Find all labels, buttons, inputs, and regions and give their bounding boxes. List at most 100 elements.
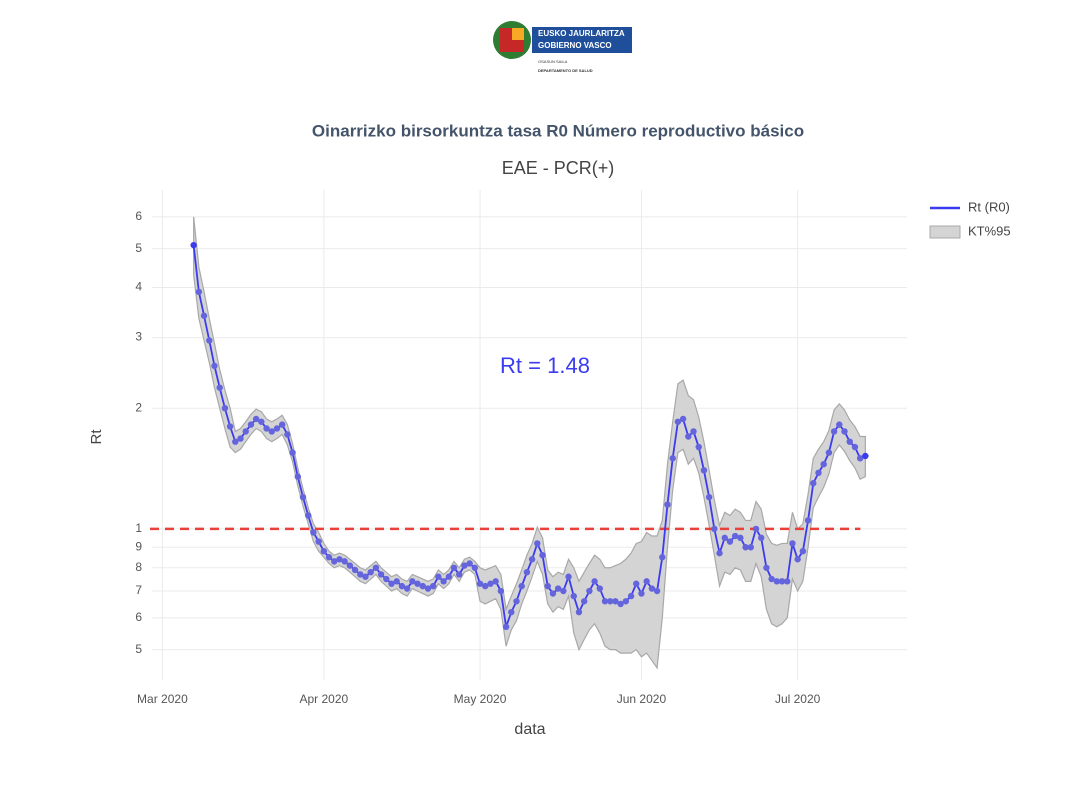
data-point <box>773 578 781 585</box>
logo: EUSKO JAURLARITZA GOBIERNO VASCO OSASUN … <box>493 21 632 73</box>
data-point <box>685 433 692 440</box>
y-tick-label: 4 <box>135 280 142 294</box>
data-point <box>482 582 489 590</box>
data-point <box>284 431 291 438</box>
data-point <box>383 575 390 583</box>
data-point <box>252 415 260 423</box>
data-point <box>758 534 765 542</box>
y-tick-label: 2 <box>135 400 142 414</box>
data-point <box>419 582 426 590</box>
data-point <box>820 460 827 468</box>
legend: Rt (R0) KT%95 <box>929 199 1011 239</box>
data-point <box>190 241 197 249</box>
logo-text: OSASUN SAILA <box>538 59 568 64</box>
data-point <box>596 585 603 592</box>
data-point <box>471 564 479 571</box>
logo-text: GOBIERNO VASCO <box>538 41 612 50</box>
data-point <box>325 554 333 561</box>
data-point <box>752 525 760 533</box>
chart-title: Oinarrizko birsorkuntza tasa R0 Número r… <box>312 121 804 140</box>
data-point <box>341 558 348 565</box>
data-point <box>502 623 510 631</box>
data-point <box>289 449 296 456</box>
y-tick-label: 1 <box>135 521 142 535</box>
data-point <box>310 529 317 536</box>
data-point <box>679 415 687 423</box>
data-point <box>294 473 301 480</box>
data-point <box>226 423 234 430</box>
data-point <box>466 560 473 567</box>
annotation: Rt = 1.48 <box>500 353 590 378</box>
data-point <box>336 556 343 563</box>
data-point <box>351 566 359 574</box>
data-point <box>539 551 546 559</box>
data-point <box>278 421 286 428</box>
data-point <box>393 578 400 585</box>
x-tick-label: Mar 2020 <box>137 692 188 706</box>
data-point <box>263 425 270 432</box>
data-point <box>273 425 281 432</box>
data-point <box>804 517 812 524</box>
data-point <box>409 578 416 585</box>
data-point <box>836 421 843 428</box>
data-point <box>664 501 671 508</box>
data-point <box>607 598 614 605</box>
data-point <box>508 608 515 616</box>
confidence-band <box>193 216 866 670</box>
data-point <box>580 598 588 605</box>
data-point <box>195 288 203 296</box>
data-point <box>700 467 708 474</box>
data-point <box>549 590 557 597</box>
data-point <box>794 556 801 563</box>
data-point <box>731 532 739 540</box>
data-point <box>643 578 650 585</box>
data-point <box>445 573 452 580</box>
legend-label: Rt (R0) <box>968 199 1010 214</box>
logo-banner <box>532 27 632 53</box>
data-point <box>305 512 312 519</box>
data-point <box>450 564 458 571</box>
data-point <box>258 418 265 425</box>
x-axis-title: data <box>514 721 545 738</box>
data-point <box>247 421 255 428</box>
data-point <box>846 438 853 445</box>
logo-text: DEPARTAMENTO DE SALUD <box>538 68 593 73</box>
data-point <box>784 578 791 585</box>
data-point <box>716 549 723 557</box>
data-point <box>638 590 645 597</box>
x-tick-label: May 2020 <box>454 692 507 706</box>
data-point <box>669 455 676 462</box>
data-point <box>476 580 484 587</box>
data-point <box>612 598 619 605</box>
data-point <box>778 578 786 585</box>
y-tick-label: 6 <box>135 610 142 624</box>
data-point <box>206 337 213 344</box>
data-point <box>492 578 499 585</box>
data-point <box>815 469 822 477</box>
data-point <box>799 547 807 555</box>
data-point <box>523 568 531 576</box>
data-point <box>768 575 775 583</box>
data-point <box>200 312 208 319</box>
y-tick-label: 8 <box>135 560 142 574</box>
data-point <box>487 580 494 587</box>
data-point <box>763 564 770 571</box>
data-point <box>414 580 421 587</box>
data-point <box>591 578 598 585</box>
data-point <box>544 582 551 590</box>
data-point <box>627 592 635 600</box>
data-point <box>367 568 374 576</box>
data-point <box>659 554 666 561</box>
data-point <box>841 428 848 435</box>
data-point <box>461 562 468 569</box>
data-point <box>362 573 369 580</box>
data-point <box>388 580 395 587</box>
data-point <box>211 362 218 370</box>
legend-label: KT%95 <box>968 223 1011 238</box>
data-point <box>357 571 364 578</box>
data-point <box>617 600 624 608</box>
data-point <box>575 608 583 616</box>
x-tick-label: Jul 2020 <box>775 692 821 706</box>
data-point <box>456 571 463 578</box>
